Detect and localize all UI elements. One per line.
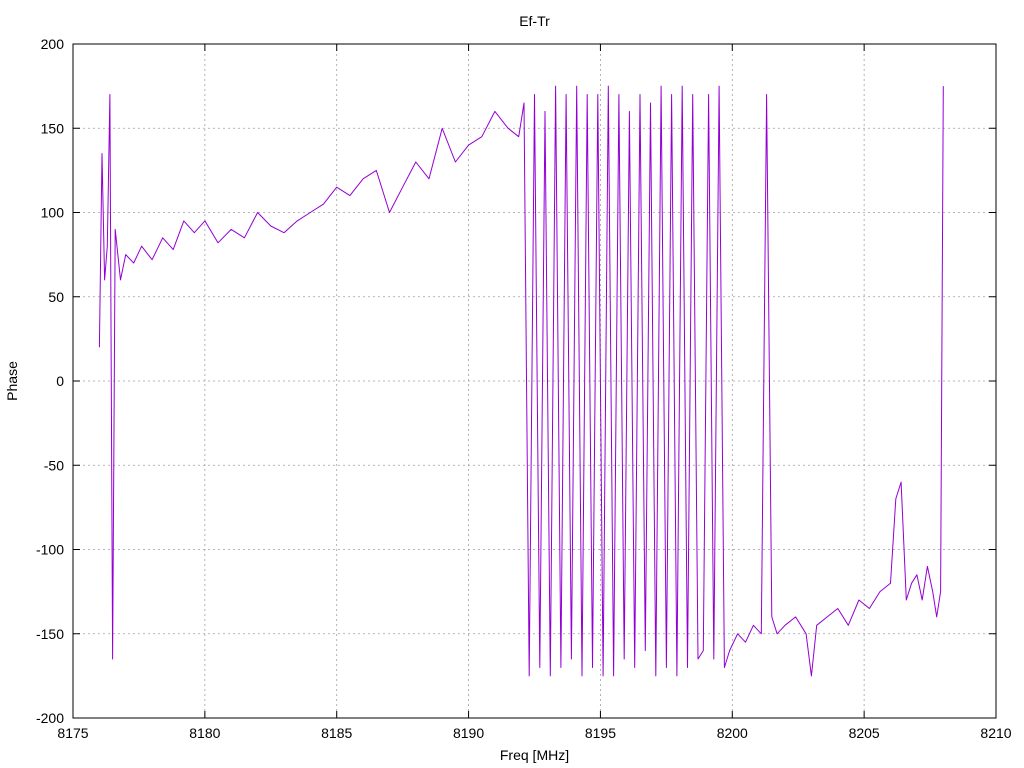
y-tick-label: 150 [41,120,65,136]
y-tick-label: 200 [41,36,65,52]
y-tick-label: -50 [44,457,64,473]
x-tick-label: 8195 [585,725,616,741]
x-axis-label: Freq [MHz] [500,747,569,763]
y-tick-label: 50 [48,289,64,305]
chart-title: Ef-Tr [519,13,550,29]
axis-ticks: 8175 8180 8185 8190 8195 8200 8205 8210 -200 -150… [36,36,1012,741]
y-tick-label: 0 [56,373,64,389]
x-tick-label: 8200 [717,725,748,741]
phase-series-line [98,85,944,677]
x-tick-label: 8185 [321,725,352,741]
x-tick-label: 8190 [453,725,484,741]
x-tick-label: 8210 [980,725,1011,741]
y-tick-label: 100 [41,205,65,221]
x-tick-label: 8175 [57,725,88,741]
y-axis-label: Phase [4,361,20,401]
x-tick-label: 8180 [189,725,220,741]
x-tick-label: 8205 [849,725,880,741]
y-tick-label: -100 [36,542,64,558]
y-tick-label: -200 [36,710,64,726]
series-layer [98,85,944,677]
y-tick-label: -150 [36,626,64,642]
